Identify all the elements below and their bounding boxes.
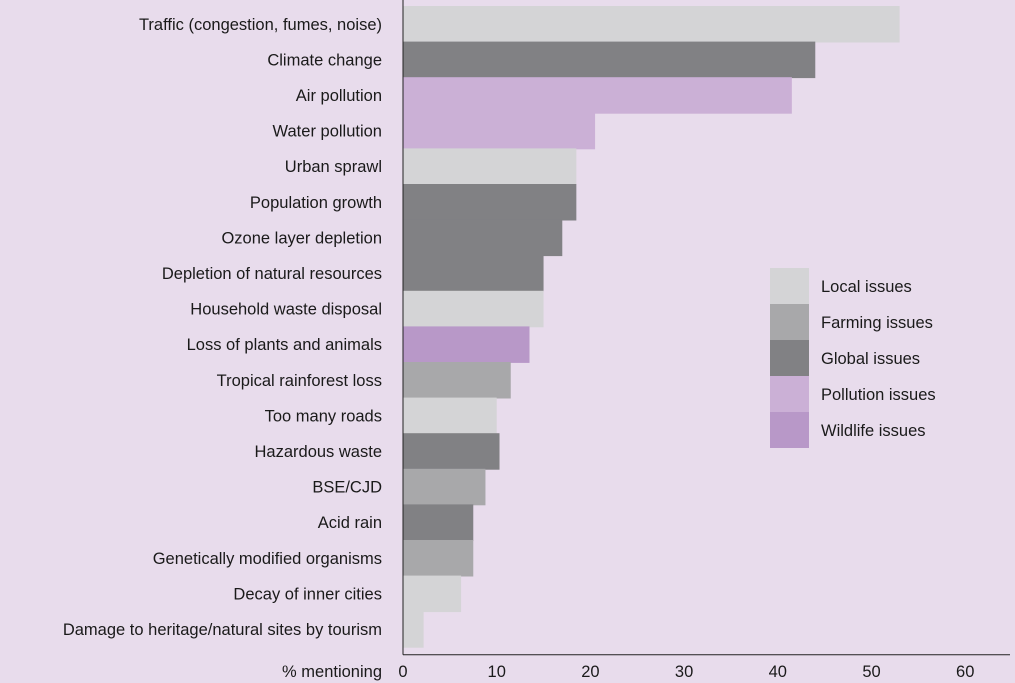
legend-label-pollution: Pollution issues — [821, 386, 936, 404]
bar-9 — [403, 326, 530, 363]
x-tick-label-0: 0 — [398, 663, 407, 681]
category-label-2: Air pollution — [296, 87, 382, 105]
bar-14 — [403, 504, 474, 541]
category-label-5: Population growth — [250, 194, 382, 212]
legend-swatch-farming — [770, 304, 809, 340]
category-label-17: Damage to heritage/natural sites by tour… — [63, 621, 382, 639]
category-label-14: Acid rain — [318, 514, 382, 532]
legend: Local issues Farming issues Global issues P… — [770, 268, 936, 448]
category-label-8: Household waste disposal — [190, 301, 382, 319]
category-label-11: Too many roads — [265, 407, 382, 425]
x-tick-label-5: 50 — [862, 663, 880, 681]
bar-0 — [403, 6, 900, 43]
category-labels: Traffic (congestion, fumes, noise) Climat… — [63, 16, 382, 639]
bar-13 — [403, 468, 486, 506]
legend-label-local: Local issues — [821, 278, 912, 296]
x-tick-label-4: 40 — [769, 663, 787, 681]
bars-group — [403, 6, 900, 648]
x-tick-label-3: 30 — [675, 663, 693, 681]
legend-swatch-local — [770, 268, 809, 304]
bar-4 — [403, 148, 577, 185]
bar-2 — [403, 77, 792, 114]
x-axis-label: % mentioning — [282, 663, 382, 681]
x-tick-label-2: 20 — [581, 663, 599, 681]
x-tick-labels: 0 10 20 30 40 50 60 — [398, 663, 974, 681]
bar-8 — [403, 290, 544, 328]
x-tick-label-1: 10 — [488, 663, 506, 681]
bar-17 — [403, 611, 424, 648]
x-tick-label-6: 60 — [956, 663, 974, 681]
category-label-12: Hazardous waste — [255, 443, 382, 461]
legend-swatch-pollution — [770, 376, 809, 412]
bar-12 — [403, 433, 500, 470]
category-label-0: Traffic (congestion, fumes, noise) — [139, 16, 382, 34]
category-label-9: Loss of plants and animals — [187, 336, 382, 354]
legend-label-wildlife: Wildlife issues — [821, 422, 926, 440]
category-label-15: Genetically modified organisms — [153, 550, 382, 568]
legend-swatch-wildlife — [770, 412, 809, 448]
legend-label-farming: Farming issues — [821, 314, 933, 332]
category-label-13: BSE/CJD — [312, 479, 382, 497]
bar-6 — [403, 219, 563, 257]
legend-swatch-global — [770, 340, 809, 376]
category-label-6: Ozone layer depletion — [221, 229, 382, 247]
bar-15 — [403, 540, 474, 577]
category-label-3: Water pollution — [273, 123, 382, 141]
category-label-1: Climate change — [267, 51, 382, 69]
bar-11 — [403, 397, 497, 435]
bar-3 — [403, 112, 596, 150]
bar-1 — [403, 41, 816, 79]
bar-16 — [403, 575, 462, 613]
bar-10 — [403, 362, 511, 399]
category-label-7: Depletion of natural resources — [162, 265, 382, 283]
legend-label-global: Global issues — [821, 350, 920, 368]
category-label-16: Decay of inner cities — [233, 585, 382, 603]
category-label-4: Urban sprawl — [285, 158, 382, 176]
bar-5 — [403, 184, 577, 221]
bar-7 — [403, 255, 544, 292]
category-label-10: Tropical rainforest loss — [217, 372, 382, 390]
